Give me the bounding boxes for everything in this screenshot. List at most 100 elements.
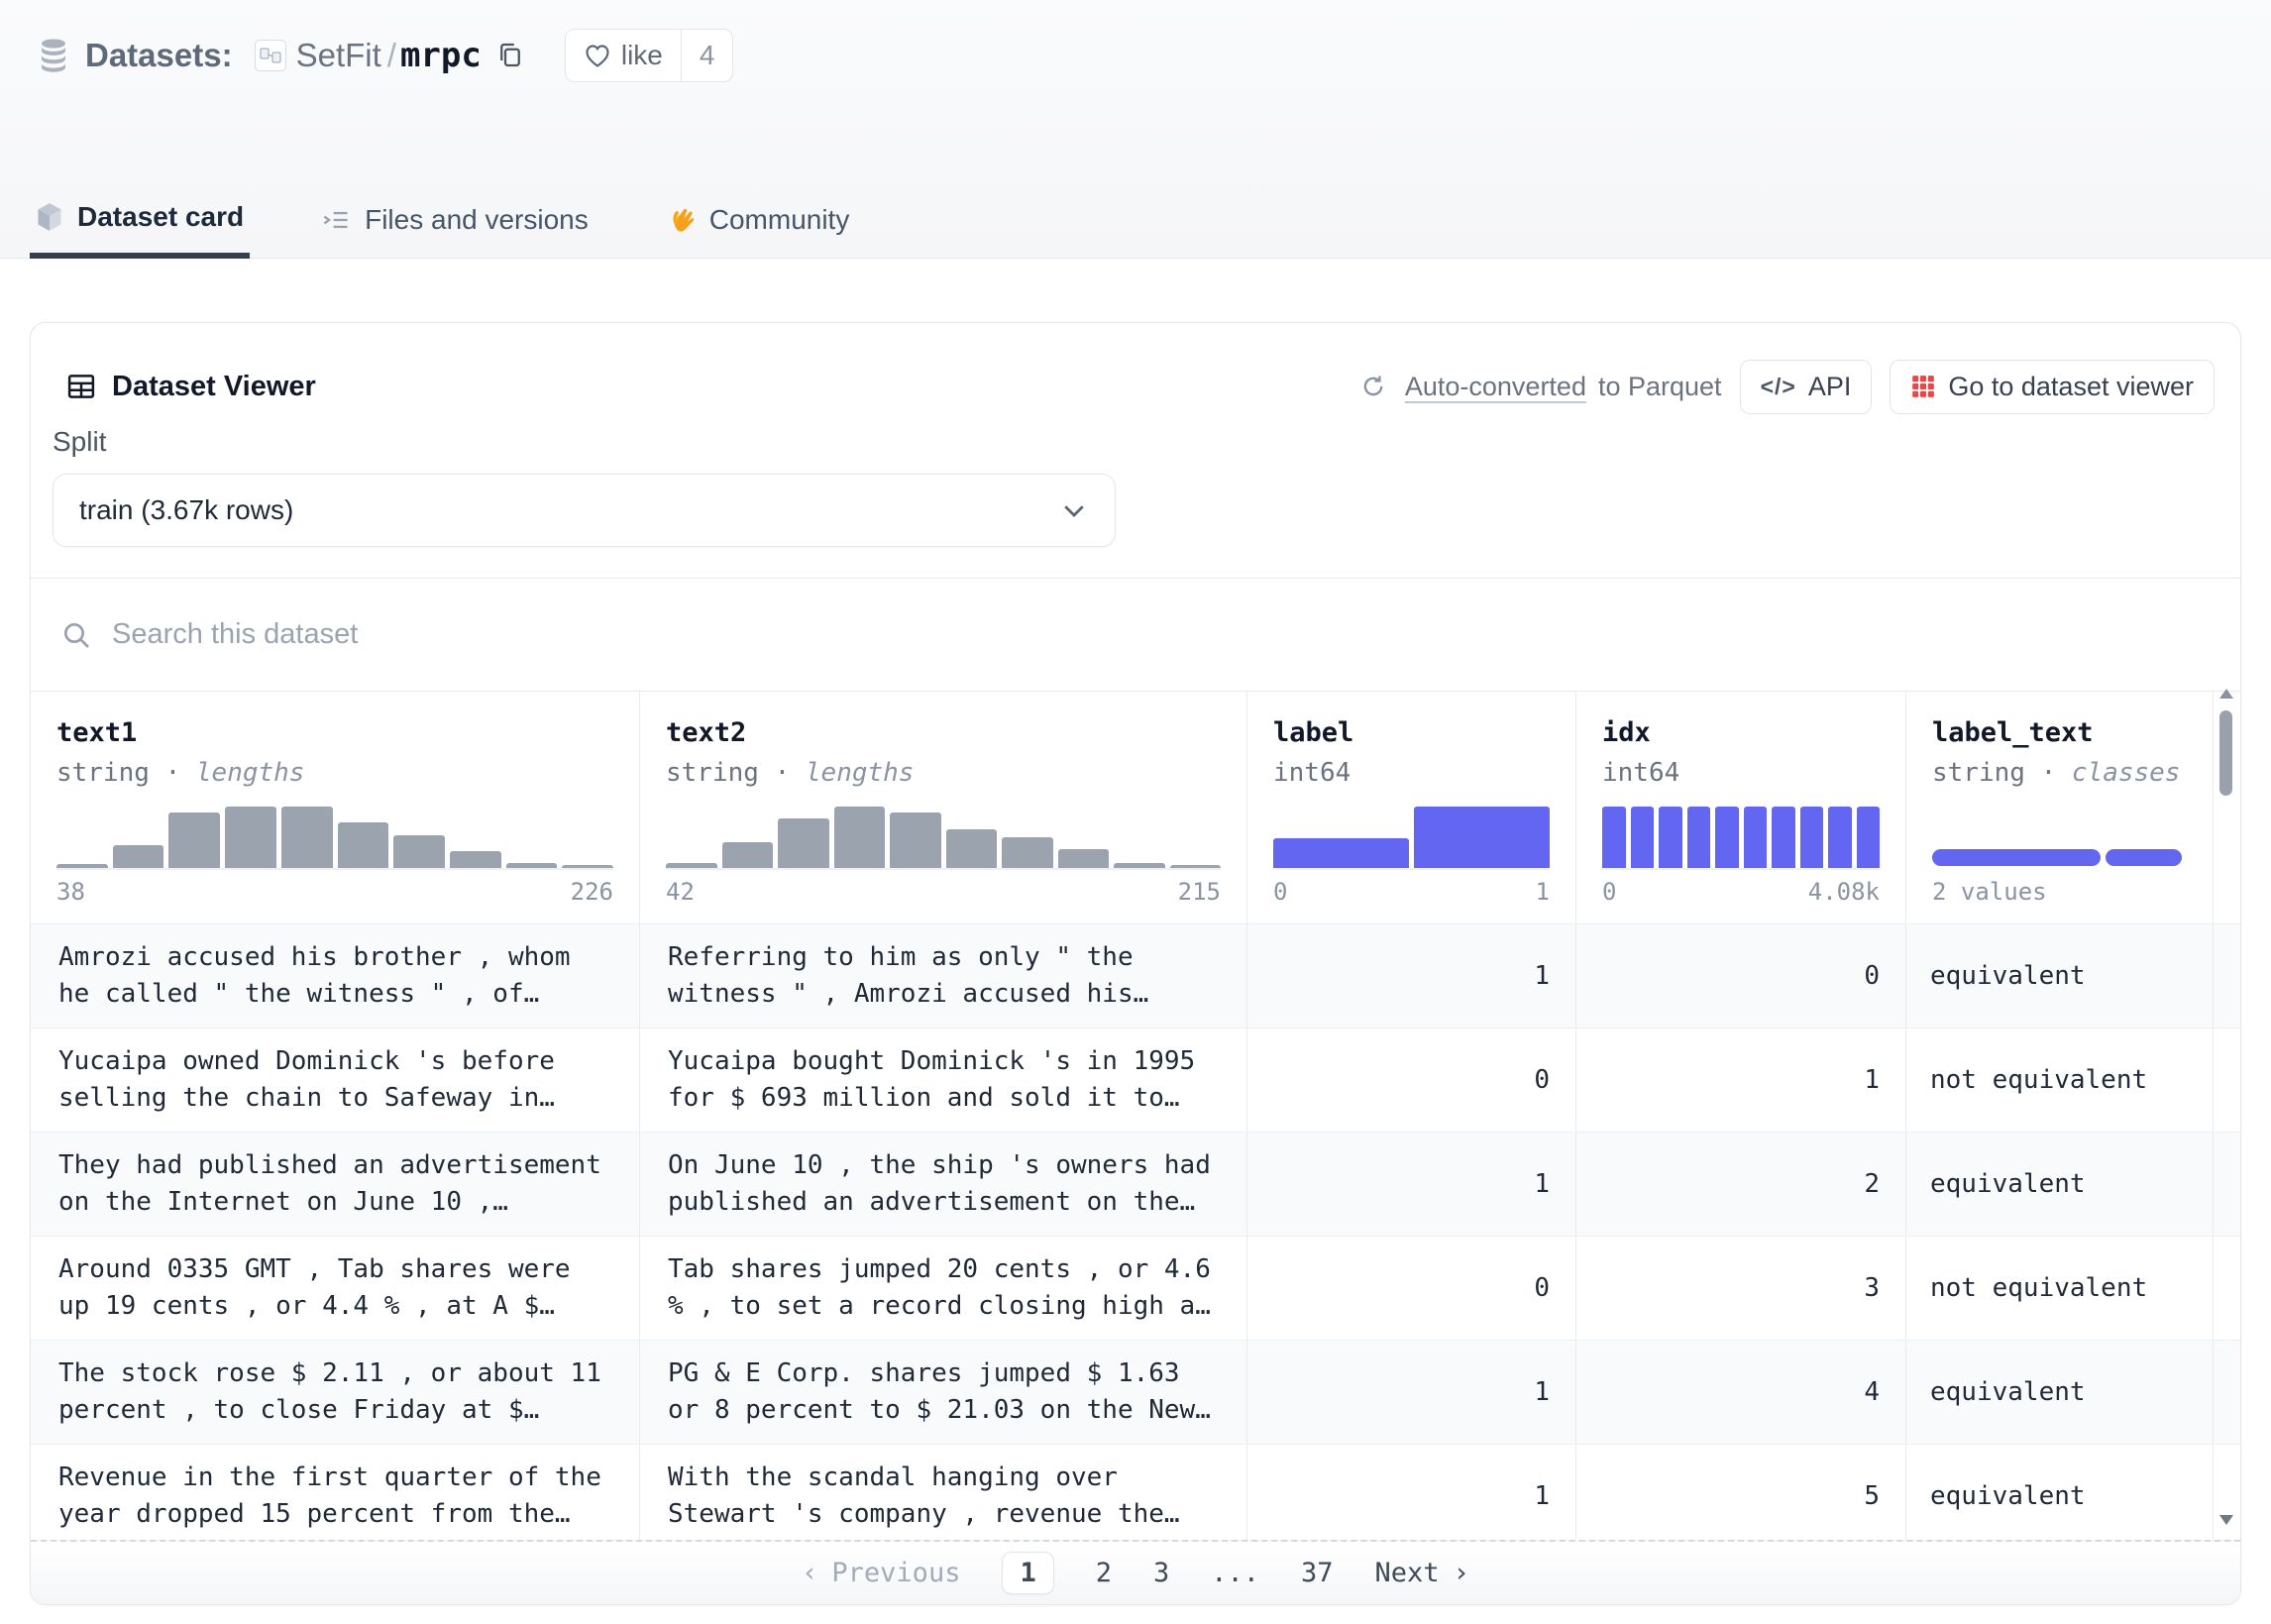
previous-label: Previous [831, 1558, 961, 1588]
like-label: like [620, 40, 663, 70]
table-row[interactable]: Around 0335 GMT , Tab shares were up 19 … [31, 1236, 2240, 1340]
column-header-text1: text1 string · lengths 38 226 [31, 692, 640, 923]
column-header-text2: text2 string · lengths 42 215 [640, 692, 1247, 923]
scrollbar-thumb[interactable] [2219, 710, 2232, 796]
split-label: Split [53, 426, 107, 457]
cell-idx: 5 [1576, 1445, 1906, 1548]
pagination-bar: ‹ Previous 1 2 3 ... 37 Next › [31, 1540, 2240, 1604]
table-scrollbar[interactable] [2217, 681, 2233, 1539]
table-row[interactable]: Amrozi accused his brother , whom he cal… [31, 923, 2240, 1028]
search-input[interactable] [112, 618, 806, 651]
auto-converted-link[interactable]: Auto-converted to Parquet [1405, 372, 1722, 402]
page-button-37[interactable]: 37 [1301, 1558, 1334, 1588]
page-button-1[interactable]: 1 [1002, 1552, 1054, 1594]
column-type: string · lengths [666, 758, 915, 788]
tab-dataset-card[interactable]: Dataset card [30, 201, 251, 259]
column-name: idx [1602, 717, 1651, 748]
like-button[interactable]: like [566, 30, 682, 81]
like-widget: like 4 [564, 29, 734, 82]
like-count[interactable]: 4 [699, 40, 715, 70]
go-to-dataset-viewer-button[interactable]: Go to dataset viewer [1890, 359, 2215, 414]
tab-files-and-versions[interactable]: Files and versions [315, 201, 595, 258]
cell-label: 0 [1247, 1029, 1576, 1132]
column-name: text2 [666, 717, 747, 748]
cell-label-text: equivalent [1906, 1341, 2214, 1444]
histogram-axis-labels: 38 226 [56, 878, 613, 906]
cell-label: 0 [1247, 1237, 1576, 1340]
cell-text2: PG & E Corp. shares jumped $ 1.63 or 8 p… [640, 1341, 1247, 1444]
api-button-label: API [1807, 371, 1852, 401]
refresh-icon [1359, 373, 1387, 400]
cell-idx: 4 [1576, 1341, 1906, 1444]
column-type: int64 [1602, 758, 1680, 788]
versions-list-icon [321, 206, 351, 234]
page-title: Datasets: [85, 37, 233, 73]
table-grid-icon [66, 372, 96, 401]
org-avatar[interactable] [254, 40, 286, 71]
table-row[interactable]: Revenue in the first quarter of the year… [31, 1444, 2240, 1548]
table-row[interactable]: Yucaipa owned Dominick 's before selling… [31, 1028, 2240, 1132]
copy-icon[interactable] [495, 41, 525, 70]
table-row[interactable]: They had published an advertisement on t… [31, 1132, 2240, 1236]
tab-label: Community [708, 203, 850, 235]
dataset-name[interactable]: mrpc [399, 36, 482, 75]
chevron-left-icon: ‹ [802, 1558, 818, 1588]
table-row[interactable]: The stock rose $ 2.11 , or about 11 perc… [31, 1340, 2240, 1444]
cell-text2: Yucaipa bought Dominick 's in 1995 for $… [640, 1029, 1247, 1132]
goto-button-label: Go to dataset viewer [1948, 371, 2194, 401]
cell-label-text: equivalent [1906, 924, 2214, 1028]
page-button-3[interactable]: 3 [1152, 1558, 1170, 1588]
column-type: int64 [1273, 758, 1352, 788]
auto-converted-text[interactable]: Auto-converted [1404, 371, 1586, 401]
classes-caption: 2 values [1932, 878, 2047, 906]
cell-idx: 0 [1576, 924, 1906, 1028]
text1-length-histogram [56, 807, 614, 870]
next-page-button[interactable]: Next › [1375, 1558, 1469, 1588]
histogram-axis-labels: 42 215 [666, 878, 1221, 906]
cell-label: 1 [1247, 1445, 1576, 1548]
code-icon: </> [1760, 373, 1796, 399]
cell-text1: Around 0335 GMT , Tab shares were up 19 … [31, 1237, 640, 1340]
cell-text2: With the scandal hanging over Stewart 's… [640, 1445, 1247, 1548]
breadcrumb-separator: / [386, 37, 396, 73]
column-type: string · lengths [56, 758, 305, 788]
cell-idx: 3 [1576, 1237, 1906, 1340]
tab-label: Files and versions [365, 203, 589, 235]
search-icon [60, 619, 92, 651]
chevron-down-icon [1059, 495, 1089, 525]
scroll-down-icon[interactable] [2219, 1515, 2233, 1525]
previous-page-button[interactable]: ‹ Previous [802, 1558, 960, 1588]
text2-length-histogram [666, 807, 1221, 870]
org-name-link[interactable]: SetFit [295, 37, 381, 73]
table-header-row: text1 string · lengths 38 226 text2 strin… [31, 692, 2240, 923]
column-header-idx: idx int64 0 4.08k [1576, 692, 1906, 923]
cell-text1: The stock rose $ 2.11 , or about 11 perc… [31, 1341, 640, 1444]
scroll-up-icon[interactable] [2219, 689, 2233, 699]
tab-community[interactable]: Community [660, 201, 856, 258]
cell-text2: Referring to him as only " the witness "… [640, 924, 1247, 1028]
cell-idx: 1 [1576, 1029, 1906, 1132]
cube-icon [36, 202, 63, 232]
cell-text1: They had published an advertisement on t… [31, 1133, 640, 1236]
heart-icon [584, 43, 611, 68]
split-select[interactable]: train (3.67k rows) [53, 474, 1116, 547]
column-type: string · classes [1932, 758, 2181, 788]
dataset-viewer-card: Dataset Viewer Auto-converted to Parquet… [30, 322, 2241, 1605]
api-button[interactable]: </> API [1739, 359, 1873, 414]
tab-bar: Dataset card Files and versions [30, 201, 856, 259]
search-bar [31, 578, 2240, 691]
data-table: text1 string · lengths 38 226 text2 strin… [31, 691, 2240, 1551]
tab-label: Dataset card [77, 201, 245, 232]
column-name: label [1273, 717, 1354, 748]
idx-value-histogram [1602, 807, 1880, 870]
split-section: Split train (3.67k rows) [53, 426, 2240, 547]
next-label: Next [1374, 1558, 1440, 1588]
cell-label-text: equivalent [1906, 1445, 2214, 1548]
page-ellipsis: ... [1211, 1558, 1260, 1588]
histogram-axis-labels: 0 4.08k [1602, 878, 1880, 906]
cell-text1: Revenue in the first quarter of the year… [31, 1445, 640, 1548]
page-button-2[interactable]: 2 [1095, 1558, 1112, 1588]
